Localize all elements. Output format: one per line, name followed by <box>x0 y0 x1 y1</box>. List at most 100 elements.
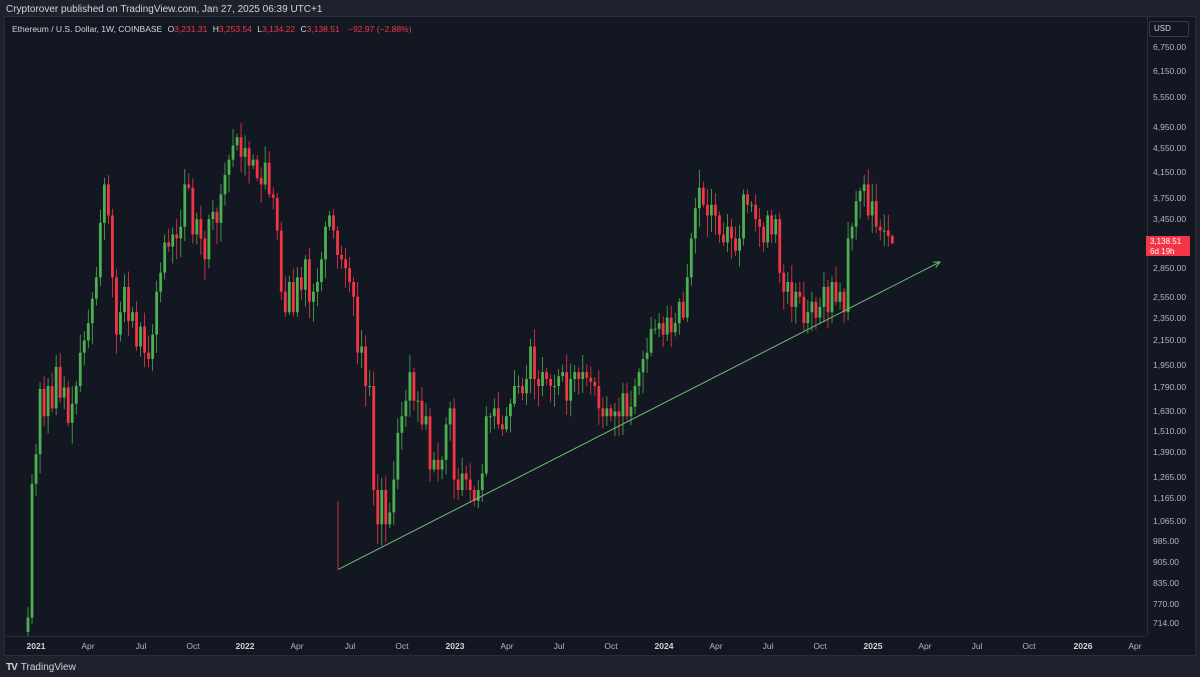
candle-body <box>858 191 862 202</box>
candle-body <box>86 323 90 341</box>
candle-body <box>195 219 199 235</box>
candle-body <box>541 372 544 387</box>
candle-body <box>665 317 669 335</box>
candle-body <box>372 386 376 491</box>
candle-body <box>593 381 597 387</box>
high-label: H <box>212 24 219 34</box>
candle-body <box>135 312 138 347</box>
candle-body <box>710 204 713 216</box>
price-axis[interactable]: USD 6,750.00 6,150.00 5,550.00 4,950.00 4,55… <box>1147 17 1196 636</box>
candle-body <box>392 479 396 513</box>
candle-body <box>633 386 637 407</box>
candle-body <box>275 197 279 231</box>
candle-body <box>882 230 886 232</box>
trendline[interactable] <box>337 261 941 571</box>
candle-body <box>488 416 492 418</box>
candle-body <box>557 376 561 387</box>
candle-body <box>279 230 283 292</box>
tradingview-logo-icon: TV <box>6 662 18 673</box>
candle-body <box>123 286 126 313</box>
candle-body <box>119 312 122 335</box>
candle-body <box>163 242 167 273</box>
candle-body <box>718 215 721 235</box>
candle-body <box>886 230 890 237</box>
candle-body <box>420 400 424 425</box>
candle-body <box>131 312 134 321</box>
low-value: 3,134.22 <box>262 24 296 34</box>
candle-body <box>553 386 557 388</box>
candle-body <box>255 159 259 179</box>
candle-body <box>432 459 436 470</box>
candle-body <box>573 372 577 380</box>
time-tick: Oct <box>395 641 409 651</box>
candle-body <box>734 238 737 251</box>
candle-body <box>231 145 235 160</box>
time-tick: 2026 <box>1073 641 1093 651</box>
time-tick: Apr <box>290 641 304 651</box>
candle-body <box>786 282 790 292</box>
price-tick: 5,550.00 <box>1153 92 1187 103</box>
candle-body <box>223 174 227 195</box>
candle-body <box>874 201 878 227</box>
candle-body <box>472 490 476 501</box>
time-tick: 2023 <box>445 641 465 651</box>
price-tick: 835.00 <box>1153 578 1179 589</box>
candle-body <box>480 473 484 491</box>
time-tick: Oct <box>604 641 618 651</box>
time-axis[interactable]: 2021 Apr Jul Oct 2022 Apr Jul Oct 2023 Apr Jul Oct 2… <box>5 636 1146 655</box>
candle-body <box>320 259 323 283</box>
candle-body <box>476 490 480 501</box>
candle-body <box>424 416 428 425</box>
time-tick: Apr <box>918 641 932 651</box>
time-tick: 2025 <box>863 641 883 651</box>
candle-body <box>364 346 368 387</box>
price-tick: 4,550.00 <box>1153 143 1187 154</box>
candle-body <box>26 617 30 632</box>
candle-body <box>328 215 331 227</box>
candle-body <box>697 187 701 209</box>
candle-body <box>657 323 661 329</box>
candle-body <box>822 286 826 307</box>
time-tick: Jul <box>553 641 565 651</box>
candle-body <box>428 416 432 470</box>
candlestick-plot[interactable] <box>5 17 1146 636</box>
candle-body <box>456 479 460 491</box>
time-tick: Apr <box>500 641 514 651</box>
candle-body <box>215 211 219 223</box>
candle-body <box>613 411 617 417</box>
candle-body <box>82 340 86 353</box>
price-tick: 2,850.00 <box>1153 263 1187 274</box>
candle-body <box>846 238 850 313</box>
candle-body <box>66 387 70 423</box>
candle-body <box>774 219 778 235</box>
candle-body <box>714 204 717 216</box>
candle-body <box>649 328 653 353</box>
candle-body <box>569 379 573 401</box>
candle-body <box>730 226 733 239</box>
time-tick: 2024 <box>654 641 674 651</box>
candle-body <box>30 483 34 618</box>
candle-body <box>58 366 62 398</box>
price-tick: 1,065.00 <box>1153 515 1187 526</box>
candle-body <box>287 282 291 313</box>
candle-body <box>641 359 645 373</box>
candle-body <box>227 159 231 175</box>
candle-body <box>549 379 552 387</box>
candle-body <box>34 454 38 484</box>
currency-label[interactable]: USD <box>1149 21 1189 37</box>
candle-body <box>766 215 770 243</box>
candle-body <box>436 459 440 470</box>
candle-body <box>348 268 351 283</box>
symbol-name[interactable]: Ethereum / U.S. Dollar, 1W, COINBASE <box>12 24 163 34</box>
candle-body <box>263 162 267 185</box>
candle-body <box>681 301 685 318</box>
candle-body <box>525 379 528 394</box>
candle-body <box>589 377 593 382</box>
publisher-caption: Cryptorover published on TradingView.com… <box>6 4 323 15</box>
candle-body <box>866 184 870 216</box>
candle-body <box>239 137 243 157</box>
candle-body <box>199 219 203 239</box>
candle-body <box>794 291 798 307</box>
candle-body <box>742 194 745 239</box>
candle-body <box>464 473 468 480</box>
